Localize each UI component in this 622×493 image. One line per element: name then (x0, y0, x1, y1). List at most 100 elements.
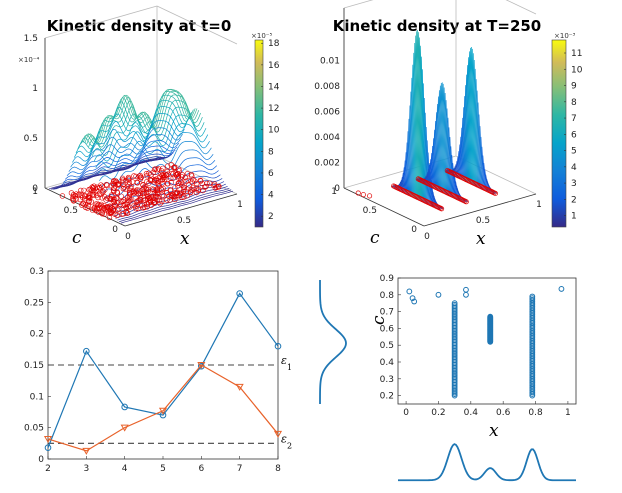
sample-point (163, 189, 170, 196)
panel-d-scatter: 0 0.2 0.4 0.6 0.8 1 0.2 0.3 0.4 0.5 0.6 0.7 0.8 0.9 x… (369, 274, 577, 441)
colorbar-tick-label: 3 (571, 179, 577, 189)
panel-c-axes: 2 3 4 5 6 7 8 0 0.05 0.1 0.15 0.2 0.25 0.3 (24, 267, 281, 474)
sample-point (139, 202, 145, 208)
surface-line (50, 156, 163, 190)
sample-point (136, 173, 142, 179)
surface-line (63, 149, 176, 183)
x-tick-label: 0.8 (528, 408, 543, 418)
sample-point (144, 204, 150, 210)
surface-line (400, 172, 406, 192)
colorbar-tick-label: 7 (571, 114, 577, 124)
sample-point (170, 165, 177, 171)
sample-point (162, 176, 168, 182)
panel-b-cluster-points (355, 168, 498, 212)
marginal-x-density (398, 443, 576, 482)
sample-point (121, 197, 127, 203)
sample-point (123, 205, 129, 211)
sample-point (99, 204, 105, 211)
sample-point (170, 175, 176, 181)
sample-point (104, 182, 110, 188)
y-tick-label: 0.3 (30, 267, 44, 277)
sample-point (107, 195, 113, 202)
sample-point (96, 191, 103, 197)
x-tick-label: 8 (275, 464, 281, 474)
panel-d-points (406, 286, 565, 399)
surface-line (457, 144, 463, 178)
colorbar-tick-label: 4 (268, 191, 274, 201)
surface-line (117, 187, 230, 221)
sample-point (99, 210, 105, 216)
z-tick-label: 0.008 (314, 82, 340, 92)
sample-point (147, 199, 154, 206)
colorbar-exponent: ×10⁻³ (554, 32, 575, 40)
sample-point (186, 182, 192, 188)
sample-point (89, 187, 95, 193)
z-tick-label: 0.006 (314, 108, 340, 118)
surface-line (68, 134, 182, 172)
sample-point (134, 180, 141, 186)
c-tick-label: 0.5 (363, 206, 377, 216)
sample-point (133, 173, 139, 180)
sample-point (137, 172, 143, 179)
sample-point (206, 180, 213, 186)
colorbar-tick-label: 2 (268, 212, 274, 222)
sample-point (136, 187, 142, 194)
sample-point (153, 177, 159, 183)
sample-point (133, 188, 139, 194)
sample-point (119, 211, 125, 217)
y-tick-label: 0.4 (380, 358, 395, 368)
sample-point (120, 202, 127, 208)
y-tick-label: 0.25 (24, 298, 44, 308)
surface-line (492, 192, 498, 195)
z-tick-label: 0.01 (320, 57, 340, 67)
surface-line (458, 136, 464, 178)
sample-point (192, 178, 198, 184)
y-tick-label: 0.2 (380, 392, 394, 402)
sample-point (112, 201, 118, 208)
c-tick-label: 0.5 (64, 206, 78, 216)
scatter-point (451, 300, 458, 307)
sample-point (189, 173, 195, 179)
sample-point (81, 187, 87, 194)
x-tick-label: 0.4 (464, 408, 479, 418)
x-tick-label: 0.2 (431, 408, 445, 418)
colorbar-tick-label: 8 (571, 98, 577, 108)
sample-point (79, 202, 85, 208)
c-tick-label: 0 (112, 225, 118, 235)
sample-point (160, 193, 167, 199)
cluster-point (391, 183, 397, 189)
sample-point (170, 171, 176, 177)
panel-b-kinetic-density-t250: Kinetic density at T=250 0 0.002 0.004 0.00… (314, 0, 583, 249)
colorbar-tick-label: 14 (268, 82, 280, 92)
sample-point (151, 166, 158, 173)
y-tick-label: 0.05 (24, 424, 44, 434)
x-tick-label: 7 (237, 464, 243, 474)
surface-line (422, 112, 428, 202)
colorbar-tick-label: 10 (268, 126, 280, 136)
sample-point (193, 189, 200, 196)
series-marker (273, 430, 283, 438)
sample-point (198, 178, 204, 184)
sample-point (211, 182, 217, 189)
sample-point (159, 180, 165, 187)
scatter-point (435, 291, 442, 298)
sample-point (120, 178, 126, 185)
sample-point (216, 183, 222, 190)
sample-point (143, 170, 150, 177)
sample-point (167, 187, 173, 193)
colorbar-tick-label: 2 (571, 195, 577, 205)
sample-point (110, 196, 117, 203)
scatter-point (411, 298, 418, 305)
surface-line (460, 117, 466, 179)
sample-point (92, 207, 98, 213)
panel-b-xlabel: x (476, 229, 486, 249)
sample-point (174, 170, 181, 177)
surface-line (450, 163, 456, 197)
scatter-point (529, 296, 536, 303)
x-tick-label: 5 (160, 464, 166, 474)
x-tick-label: 4 (122, 464, 128, 474)
colorbar-rect (551, 39, 567, 228)
c-tick-label: 0 (411, 225, 417, 235)
panel-a-xlabel: x (180, 229, 190, 249)
